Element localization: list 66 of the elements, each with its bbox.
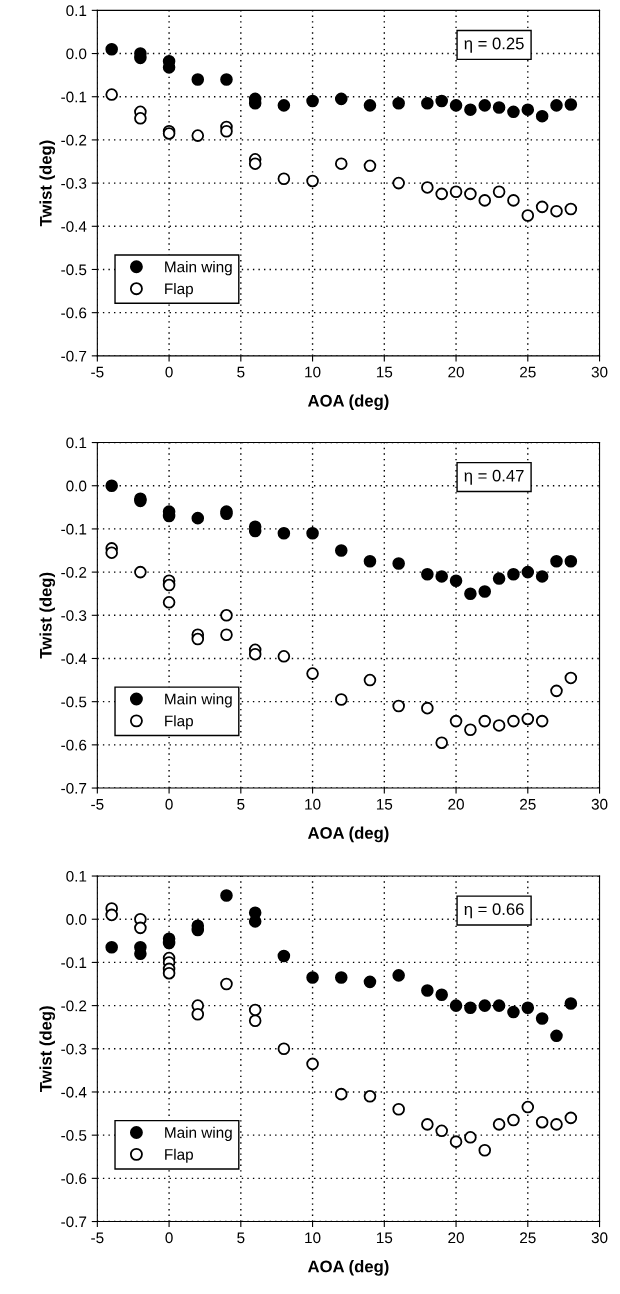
x-axis-title: AOA (deg) bbox=[307, 826, 389, 843]
legend-label: Main wing bbox=[165, 261, 232, 276]
annotation: η = 0.47 bbox=[464, 469, 524, 485]
x-tick-label: 30 bbox=[591, 1232, 608, 1244]
annotation: η = 0.66 bbox=[464, 903, 524, 919]
legend-label: Flap bbox=[165, 1148, 193, 1163]
y-tick-label: -0.3 bbox=[61, 610, 87, 621]
x-tick-label: 0 bbox=[165, 1232, 173, 1244]
y-tick-label: -0.4 bbox=[61, 653, 87, 665]
x-tick-label: 15 bbox=[376, 1232, 393, 1244]
y-tick-label: -0.5 bbox=[61, 1130, 87, 1141]
y-tick-label: -0.7 bbox=[61, 350, 87, 362]
x-axis-title: AOA (deg) bbox=[307, 394, 389, 411]
x-tick-label: 5 bbox=[237, 1232, 245, 1244]
annotation: η = 0.25 bbox=[464, 37, 524, 53]
y-tick-label: 0.0 bbox=[66, 48, 87, 60]
y-tick-label: -0.4 bbox=[61, 1086, 87, 1098]
y-tick-label: 0.0 bbox=[66, 914, 87, 925]
y-tick-label: -0.6 bbox=[61, 739, 87, 751]
y-tick-label: 0.1 bbox=[66, 5, 87, 17]
x-tick-label: 25 bbox=[520, 1232, 536, 1244]
y-tick-label: -0.7 bbox=[61, 782, 87, 794]
y-tick-label: -0.1 bbox=[61, 957, 87, 969]
legend-label: Main wing bbox=[165, 1126, 232, 1141]
x-tick-label: -5 bbox=[91, 366, 104, 378]
y-tick-label: -0.5 bbox=[61, 264, 87, 276]
x-tick-label: 10 bbox=[305, 1232, 321, 1244]
y-tick-label: 0.1 bbox=[66, 870, 87, 882]
y-tick-label: -0.3 bbox=[61, 1043, 87, 1055]
y-axis-title: Twist (deg) bbox=[39, 1006, 56, 1092]
y-tick-label: 0.1 bbox=[66, 437, 87, 449]
x-tick-label: 20 bbox=[448, 798, 464, 810]
x-tick-label: -5 bbox=[91, 1232, 104, 1244]
y-axis-title: Twist (deg) bbox=[39, 572, 56, 659]
x-tick-label: 5 bbox=[237, 366, 245, 378]
y-tick-label: -0.5 bbox=[61, 696, 87, 708]
x-tick-label: 25 bbox=[520, 798, 536, 810]
x-tick-label: 25 bbox=[520, 366, 536, 378]
y-tick-label: -0.1 bbox=[61, 523, 87, 535]
x-tick-label: 20 bbox=[448, 366, 464, 378]
legend-label: Flap bbox=[165, 715, 193, 730]
x-tick-label: 30 bbox=[591, 366, 608, 378]
x-tick-label: 20 bbox=[448, 1232, 464, 1244]
y-tick-label: -0.2 bbox=[61, 566, 87, 578]
y-tick-label: -0.6 bbox=[61, 1173, 87, 1185]
legend-label: Main wing bbox=[165, 693, 232, 708]
y-tick-label: 0.0 bbox=[66, 480, 87, 492]
y-tick-label: -0.2 bbox=[61, 134, 87, 146]
x-tick-label: 30 bbox=[591, 798, 608, 810]
y-tick-label: -0.1 bbox=[61, 91, 87, 103]
x-tick-label: 15 bbox=[376, 366, 393, 378]
x-tick-label: 0 bbox=[165, 366, 173, 378]
x-axis-title: AOA (deg) bbox=[307, 1260, 389, 1276]
x-tick-label: 10 bbox=[305, 366, 321, 378]
y-tick-label: -0.2 bbox=[61, 1000, 87, 1012]
x-tick-label: 5 bbox=[237, 799, 245, 810]
x-tick-label: 10 bbox=[305, 798, 321, 810]
x-tick-label: 0 bbox=[165, 798, 173, 810]
y-tick-label: -0.7 bbox=[61, 1216, 87, 1228]
y-axis-title: Twist (deg) bbox=[39, 140, 56, 227]
x-tick-label: 15 bbox=[376, 799, 393, 810]
x-tick-label: -5 bbox=[91, 799, 104, 810]
y-tick-label: -0.3 bbox=[61, 177, 87, 189]
y-tick-label: -0.6 bbox=[61, 307, 87, 319]
y-tick-label: -0.4 bbox=[61, 221, 87, 232]
legend-label: Flap bbox=[165, 282, 193, 298]
